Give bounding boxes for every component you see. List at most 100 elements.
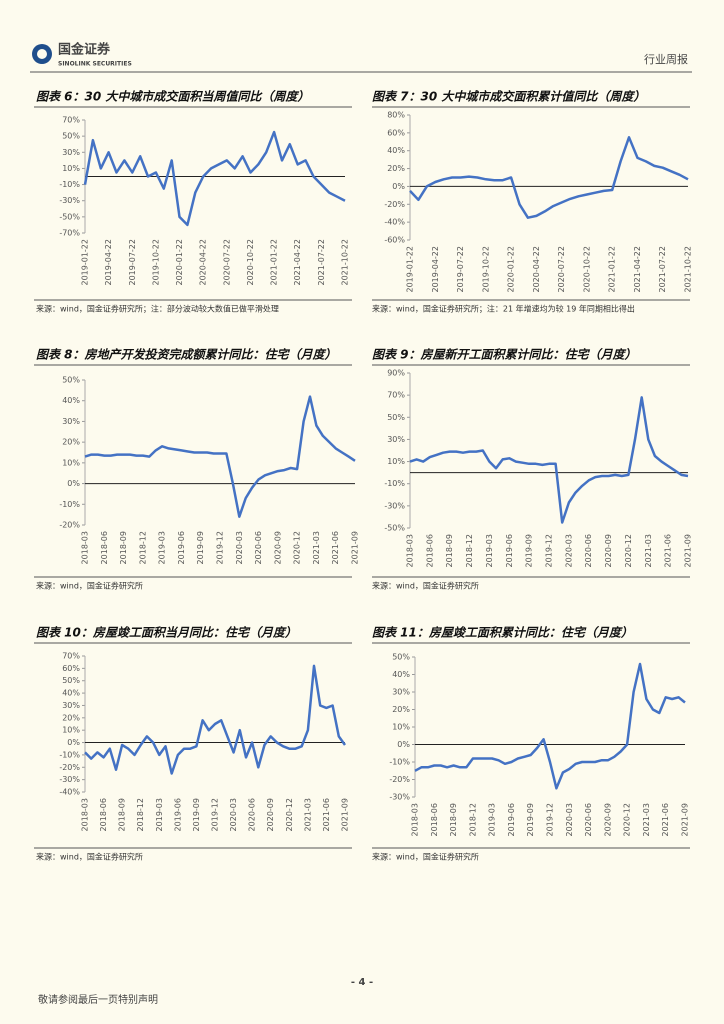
chart-source: 来源：wind，国金证券研究所 [372,581,479,591]
x-tick-label: 2018-06 [100,531,109,564]
logo: 国金证券 SINOLINK SECURITIES [32,42,132,68]
x-tick-label: 2019-04-22 [104,239,113,286]
y-tick-label: -30% [59,775,80,784]
x-tick-label: 2018-09 [118,798,127,831]
x-tick-label: 2021-09 [681,803,690,836]
y-tick-label: 50% [62,376,80,385]
x-tick-label: 2019-01-22 [406,246,415,293]
y-tick-label: -30% [59,196,80,205]
y-tick-label: 40% [62,689,80,698]
chart-source: 来源：wind，国金证券研究所；注：21 年增速均为较 19 年同期相比得出 [372,304,635,314]
x-tick-label: 2021-04-22 [633,246,642,293]
chart-source: 来源：wind，国金证券研究所 [36,852,143,862]
y-tick-label: 50% [62,132,80,141]
chart-title: 图表 8：房地产开发投资完成额累计同比：住宅（月度） [36,348,337,362]
x-tick-label: 2018-12 [465,534,474,567]
x-tick-label: 2020-07-22 [222,239,231,286]
x-tick-label: 2018-09 [445,534,454,567]
x-tick-label: 2019-12 [211,798,220,831]
x-tick-label: 2021-06 [664,534,673,567]
x-tick-label: 2019-06 [507,803,516,836]
y-tick-label: 0% [392,182,405,191]
y-tick-label: -60% [384,236,405,245]
x-tick-label: 2019-07-22 [128,239,137,286]
x-tick-label: 2019-07-22 [456,246,465,293]
x-tick-label: 2020-01-22 [507,246,516,293]
x-tick-label: 2021-06 [661,803,670,836]
y-tick-label: 10% [387,457,405,466]
x-tick-label: 2020-03 [565,803,574,836]
x-tick-label: 2021-07-22 [658,246,667,293]
chart-title: 图表 6：30 大中城市成交面积当周值同比（周度） [36,90,309,104]
y-tick-label: 30% [62,417,80,426]
y-tick-label: -50% [384,524,405,533]
x-tick-label: 2019-06 [505,534,514,567]
y-tick-label: 70% [387,391,405,400]
y-tick-label: 50% [62,676,80,685]
y-tick-label: -40% [59,788,80,797]
y-tick-label: -70% [59,229,80,238]
x-tick-label: 2019-03 [155,798,164,831]
x-tick-label: 2019-12 [545,534,554,567]
chart-title: 图表 10：房屋竣工面积当月同比：住宅（月度） [36,626,297,640]
x-tick-label: 2019-09 [526,803,535,836]
y-tick-label: 20% [392,705,410,714]
x-tick-label: 2020-09 [273,531,282,564]
y-tick-label: 0% [67,479,80,488]
x-tick-label: 2018-06 [99,798,108,831]
page-number: - 4 - [351,977,373,988]
y-tick-label: 90% [387,369,405,378]
x-tick-label: 2020-09 [604,534,613,567]
line-series [414,662,686,790]
line-series [409,396,689,524]
x-tick-label: 2018-03 [81,531,90,564]
x-tick-label: 2018-03 [411,803,420,836]
x-tick-label: 2018-12 [468,803,477,836]
x-tick-label: 2019-06 [173,798,182,831]
y-tick-label: 20% [62,438,80,447]
x-tick-label: 2021-01-22 [608,246,617,293]
x-tick-label: 2021-09 [341,798,350,831]
y-tick-label: 0% [397,740,410,749]
disclaimer: 敬请参阅最后一页特别声明 [38,993,158,1006]
x-tick-label: 2020-03 [235,531,244,564]
chart-source: 来源：wind，国金证券研究所；注：部分波动较大数值已做平滑处理 [36,304,279,314]
x-tick-label: 2020-12 [293,531,302,564]
x-tick-label: 2019-06 [177,531,186,564]
y-tick-label: -50% [59,212,80,221]
line-series [83,130,346,227]
y-tick-label: 50% [387,413,405,422]
line-series [409,136,689,219]
y-tick-label: -30% [389,793,410,802]
x-tick-label: 2020-06 [254,531,263,564]
chart-title: 图表 7：30 大中城市成交面积累计值同比（周度） [372,90,645,104]
y-tick-label: 10% [62,726,80,735]
x-tick-label: 2021-03 [644,534,653,567]
y-tick-label: 30% [62,148,80,157]
x-tick-label: 2021-03 [303,798,312,831]
x-tick-label: 2019-09 [525,534,534,567]
x-tick-label: 2021-04-22 [293,239,302,286]
y-tick-label: 0% [67,738,80,747]
y-tick-label: 70% [62,116,80,125]
y-tick-label: 10% [62,458,80,467]
x-tick-label: 2020-06 [584,534,593,567]
y-tick-label: -30% [384,501,405,510]
x-tick-label: 2018-12 [136,798,145,831]
x-tick-label: 2021-09 [684,534,693,567]
y-tick-label: 30% [392,688,410,697]
x-tick-label: 2019-12 [216,531,225,564]
x-tick-label: 2020-01-22 [175,239,184,286]
y-tick-label: 40% [387,146,405,155]
logo-mark-inner [37,49,47,59]
x-tick-label: 2021-01-22 [270,239,279,286]
x-tick-label: 2018-03 [81,798,90,831]
y-tick-label: 40% [392,670,410,679]
x-tick-label: 2020-12 [624,534,633,567]
y-tick-label: -10% [59,750,80,759]
x-tick-label: 2019-01-22 [81,239,90,286]
x-tick-label: 2018-06 [425,534,434,567]
chart-title: 图表 9：房屋新开工面积累计同比：住宅（月度） [372,348,637,362]
chart-title: 图表 11：房屋竣工面积累计同比：住宅（月度） [372,626,633,640]
